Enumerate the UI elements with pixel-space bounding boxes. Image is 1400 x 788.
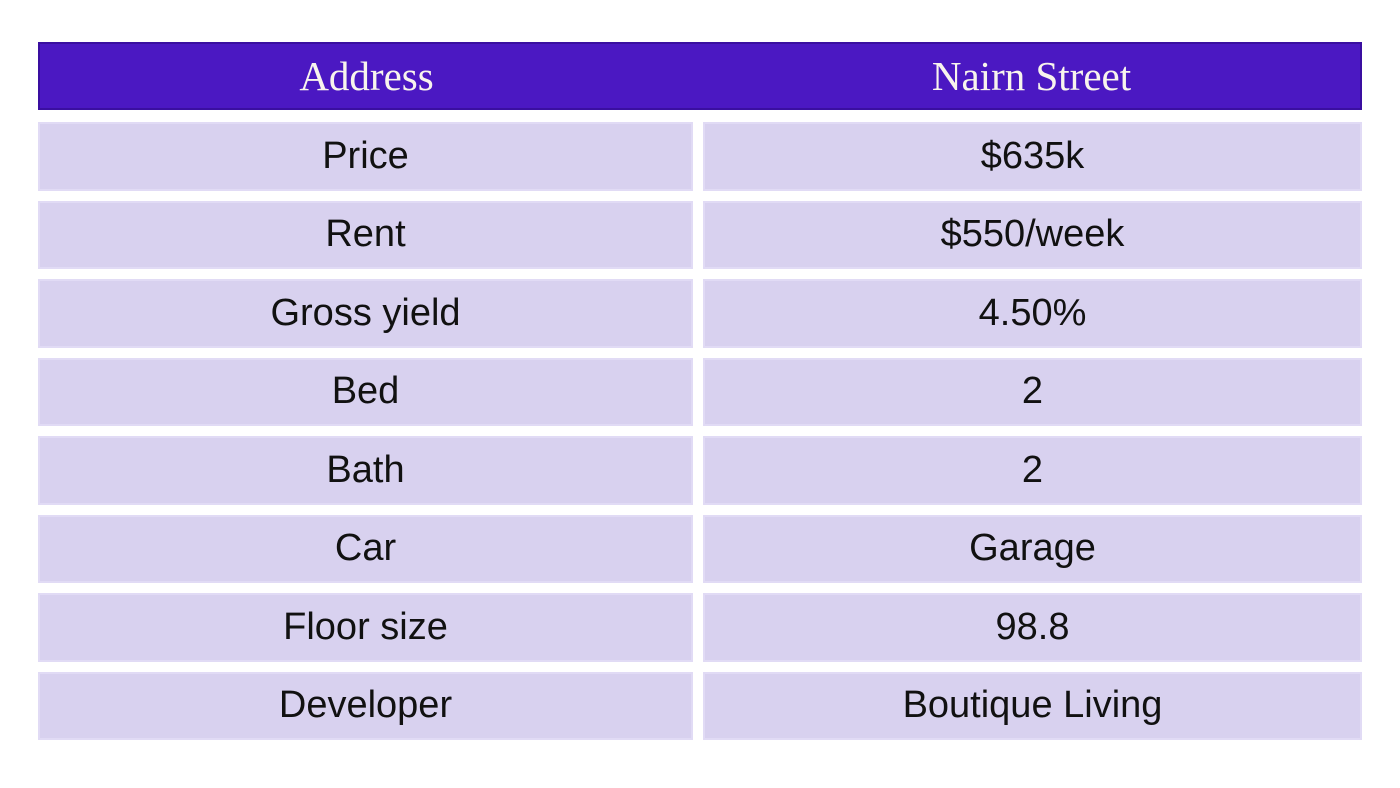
row-label: Rent [38, 200, 693, 269]
row-label: Car [38, 514, 693, 583]
header-cell-property-name: Nairn Street [931, 53, 1132, 99]
table-row: Car Garage [38, 514, 1362, 583]
property-details-table: Address Nairn Street Price $635k Rent $5… [38, 42, 1362, 750]
row-label: Developer [38, 671, 693, 740]
row-label: Floor size [38, 593, 693, 662]
row-value: 98.8 [703, 593, 1362, 662]
row-value: 2 [703, 357, 1362, 426]
row-value: Garage [703, 514, 1362, 583]
row-label: Bed [38, 357, 693, 426]
row-label: Gross yield [38, 279, 693, 348]
row-value: Boutique Living [703, 671, 1362, 740]
table-row: Bath 2 [38, 436, 1362, 505]
row-label: Price [38, 122, 693, 191]
row-value: 4.50% [703, 279, 1362, 348]
row-value: $550/week [703, 200, 1362, 269]
row-value: $635k [703, 122, 1362, 191]
table-row: Floor size 98.8 [38, 593, 1362, 662]
row-value: 2 [703, 436, 1362, 505]
table-row: Price $635k [38, 122, 1362, 191]
table-row: Gross yield 4.50% [38, 279, 1362, 348]
table-header-row: Address Nairn Street [38, 42, 1362, 110]
table-row: Bed 2 [38, 357, 1362, 426]
row-label: Bath [38, 436, 693, 505]
table-row: Developer Boutique Living [38, 671, 1362, 740]
header-cell-address: Address [299, 53, 434, 99]
table-row: Rent $550/week [38, 200, 1362, 269]
table-body: Price $635k Rent $550/week Gross yield 4… [38, 122, 1362, 740]
